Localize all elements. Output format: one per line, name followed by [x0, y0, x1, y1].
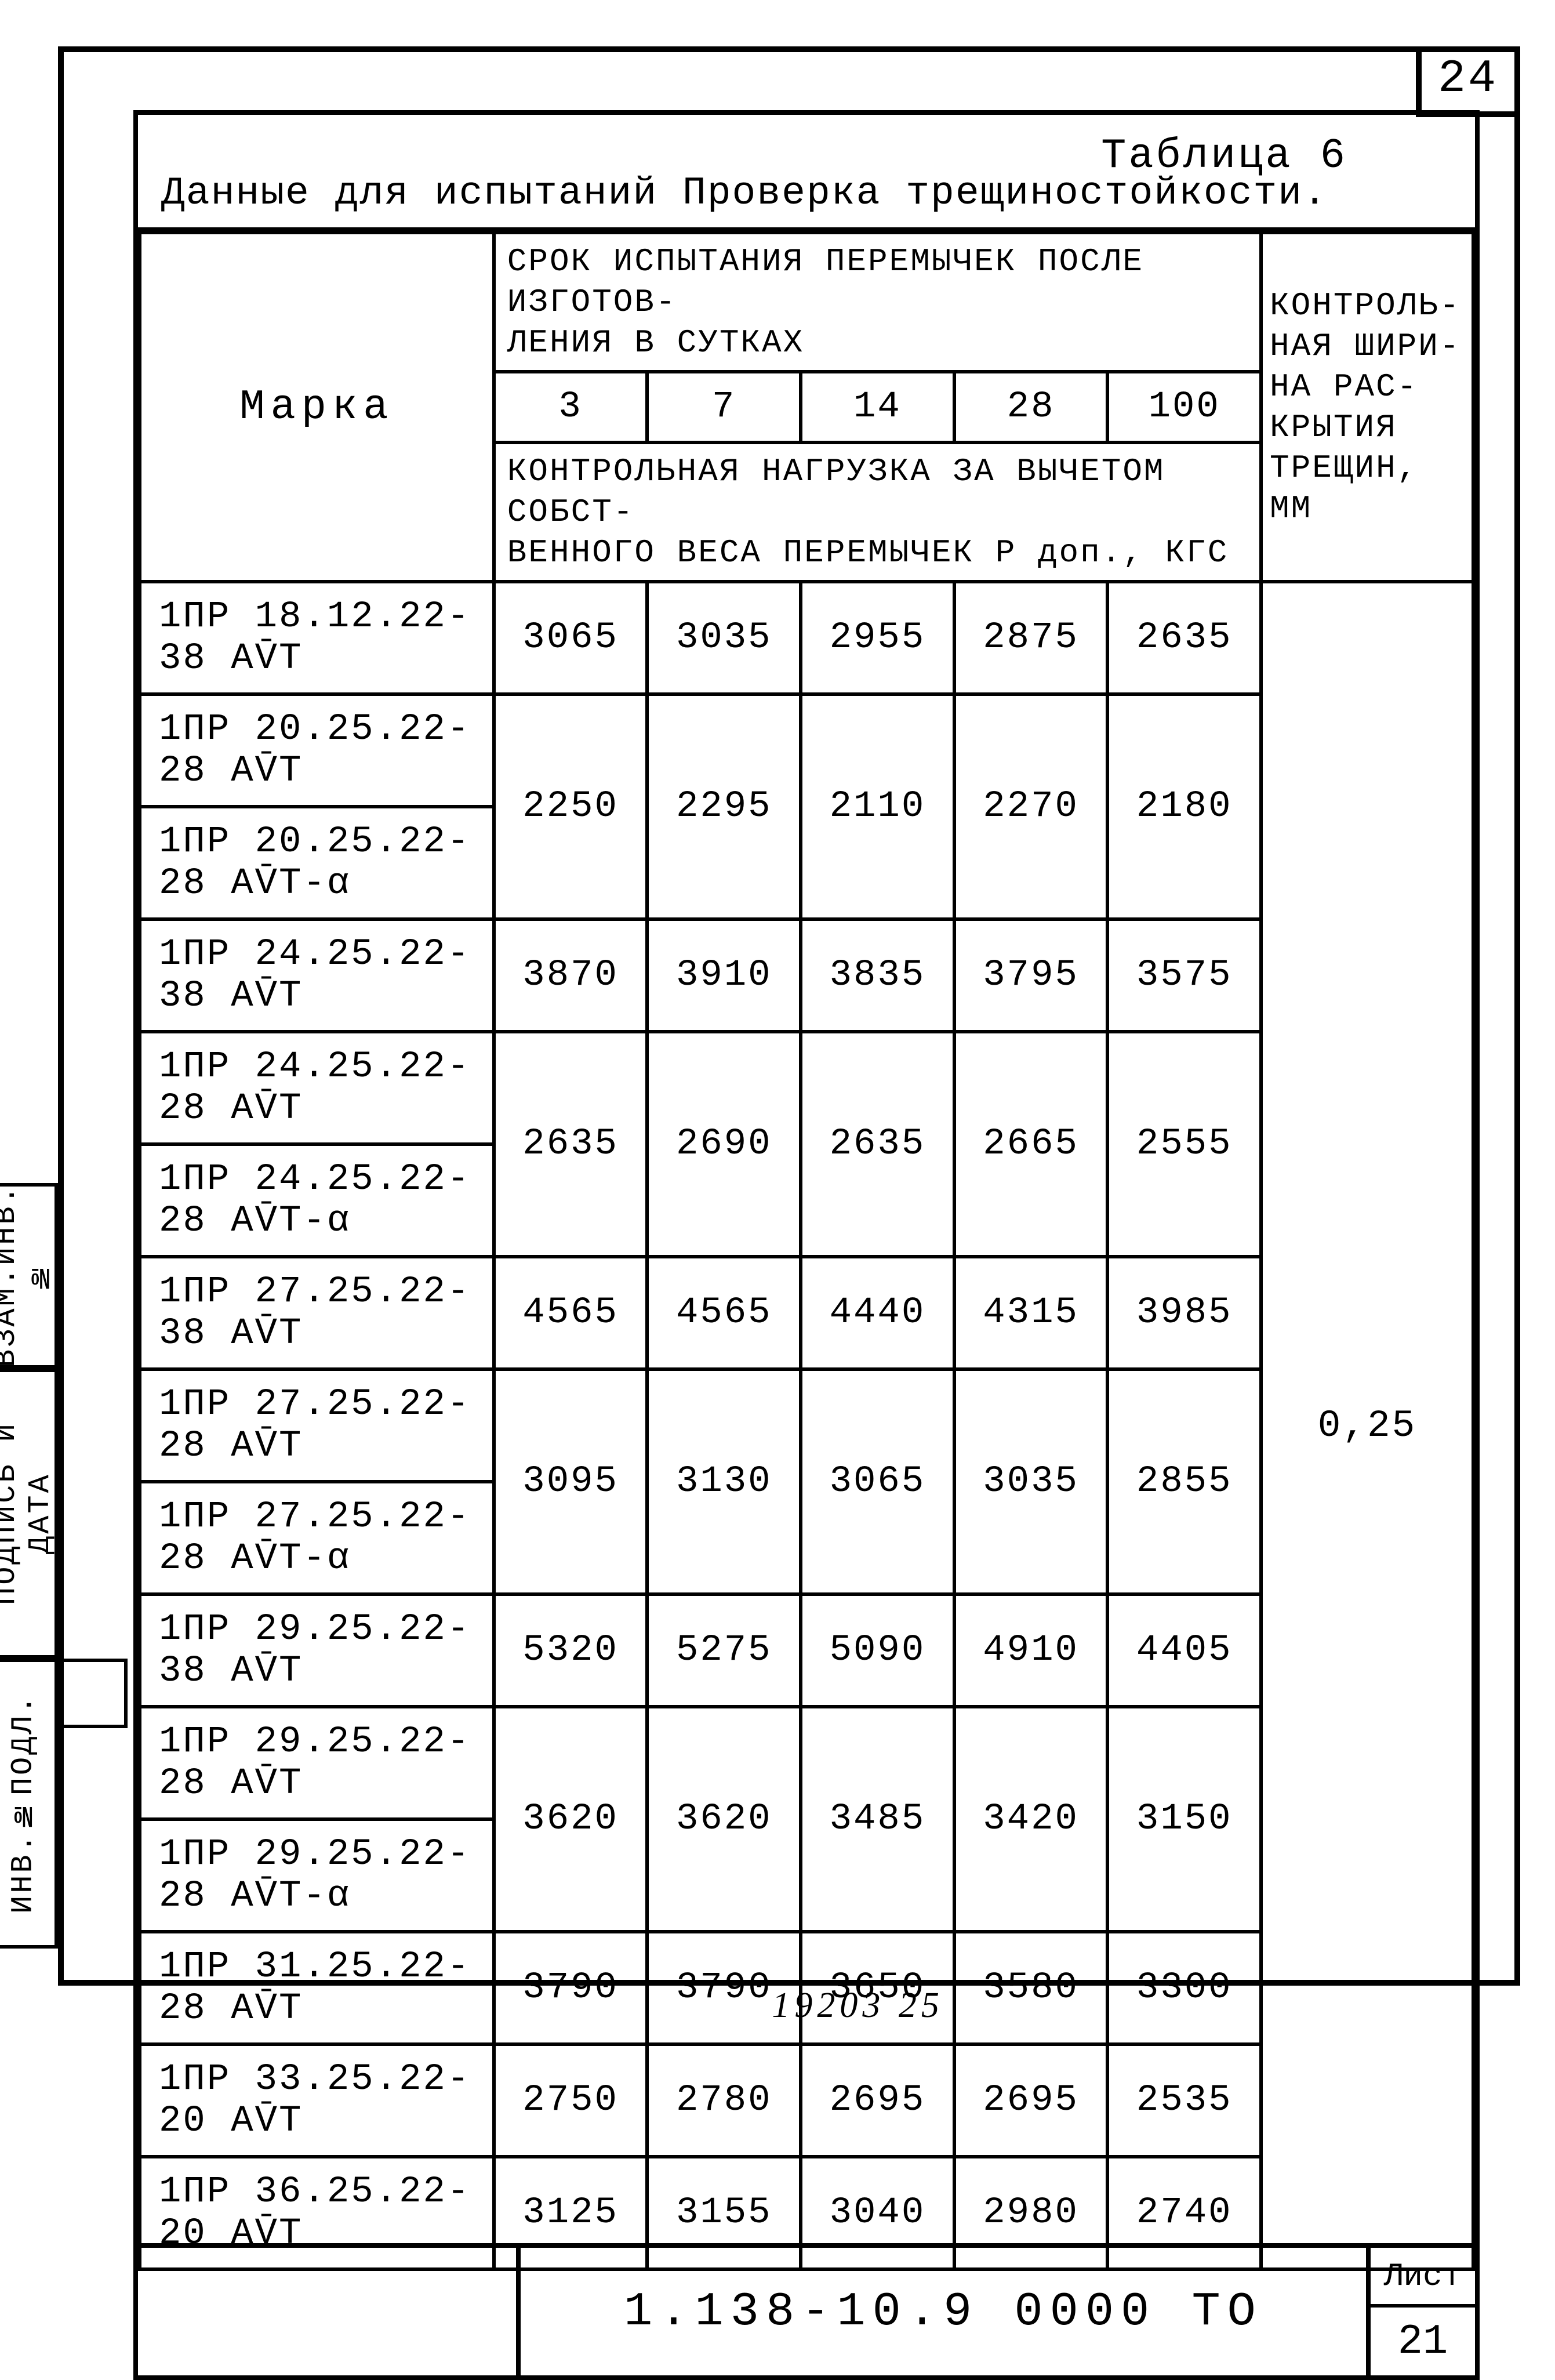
marka-cell: 1ПР 24.25.22-38 АV̄Т: [140, 919, 494, 1032]
value-cell: 2110: [801, 694, 954, 919]
value-cell: 3150: [1107, 1707, 1261, 1932]
marka-cell: 1ПР 31.25.22-28 АV̄Т: [140, 1932, 494, 2044]
value-cell: 3130: [647, 1369, 801, 1594]
value-cell: 2855: [1107, 1369, 1261, 1594]
value-cell: 4565: [647, 1257, 801, 1369]
marka-cell: 1ПР 27.25.22-28 АV̄Т: [140, 1369, 494, 1482]
value-cell: 4910: [954, 1594, 1108, 1707]
header-day-28: 28: [954, 372, 1108, 442]
footer-note: 19203 25: [772, 1985, 944, 2026]
value-cell: 2665: [954, 1032, 1108, 1257]
value-cell: 4315: [954, 1257, 1108, 1369]
value-cell: 3985: [1107, 1257, 1261, 1369]
value-cell: 2955: [801, 582, 954, 694]
header-day-100: 100: [1107, 372, 1261, 442]
value-cell: 3065: [801, 1369, 954, 1594]
header-load: КОНТРОЛЬНАЯ НАГРУЗКА ЗА ВЫЧЕТОМ СОБСТ- В…: [494, 442, 1261, 582]
value-cell: 2270: [954, 694, 1108, 919]
outer-frame: 24 Таблица 6 Данные для испытаний Провер…: [58, 46, 1520, 1986]
table-row: 1ПР 18.12.22-38 АV̄Т30653035295528752635…: [140, 582, 1473, 694]
marka-cell: 1ПР 27.25.22-38 АV̄Т: [140, 1257, 494, 1369]
marka-cell: 1ПР 24.25.22-28 АV̄Т-α: [140, 1144, 494, 1257]
value-cell: 3790: [494, 1932, 648, 2044]
marka-cell: 1ПР 18.12.22-38 АV̄Т: [140, 582, 494, 694]
value-cell: 5090: [801, 1594, 954, 1707]
title-block-empty: [138, 2248, 521, 2375]
header-marka: Марка: [140, 233, 494, 582]
value-cell: 2635: [494, 1032, 648, 1257]
value-cell: 3910: [647, 919, 801, 1032]
sheet-number: 21: [1371, 2308, 1475, 2375]
value-cell: 3580: [954, 1932, 1108, 2044]
value-cell: 2635: [1107, 582, 1261, 694]
value-cell: 3620: [647, 1707, 801, 1932]
content-block: Таблица 6 Данные для испытаний Проверка …: [133, 110, 1480, 2380]
side-label-podpis-text: ПОДПИСЬ И ДАТА: [0, 1372, 55, 1655]
value-cell: 2695: [954, 2044, 1108, 2157]
value-cell: 3035: [954, 1369, 1108, 1594]
page-number-top: 24: [1416, 48, 1514, 117]
value-cell: 4405: [1107, 1594, 1261, 1707]
value-cell: 3065: [494, 582, 648, 694]
marka-cell: 1ПР 33.25.22-20 АV̄Т: [140, 2044, 494, 2157]
data-table: Марка СРОК ИСПЫТАНИЯ ПЕРЕМЫЧЕК ПОСЛЕ ИЗГ…: [138, 231, 1475, 2271]
side-label-vzam-text: ВЗАМ.ИНВ.№: [0, 1187, 55, 1365]
value-cell: 3795: [954, 919, 1108, 1032]
marka-cell: 1ПР 24.25.22-28 АV̄Т: [140, 1032, 494, 1144]
side-label-inv-text: ИНВ.№ПОДЛ.: [0, 1662, 55, 1945]
header-day-3: 3: [494, 372, 648, 442]
sheet-column: Лист 21: [1371, 2248, 1475, 2375]
value-cell: 2535: [1107, 2044, 1261, 2157]
crack-width-cell: 0,25: [1261, 582, 1473, 2269]
header-crack: КОНТРОЛЬ- НАЯ ШИРИ- НА РАС- КРЫТИЯ ТРЕЩИ…: [1261, 233, 1473, 582]
document-code: 1.138-10.9 0000 ТО: [521, 2248, 1371, 2375]
value-cell: 3300: [1107, 1932, 1261, 2044]
value-cell: 3420: [954, 1707, 1108, 1932]
value-cell: 2780: [647, 2044, 801, 2157]
value-cell: 3835: [801, 919, 954, 1032]
value-cell: 2295: [647, 694, 801, 919]
side-label-podpis: ПОДПИСЬ И ДАТА: [0, 1369, 58, 1659]
value-cell: 5275: [647, 1594, 801, 1707]
value-cell: 3575: [1107, 919, 1261, 1032]
value-cell: 4440: [801, 1257, 954, 1369]
value-cell: 2180: [1107, 694, 1261, 919]
side-label-vzam: ВЗАМ.ИНВ.№: [0, 1183, 58, 1369]
value-cell: 4565: [494, 1257, 648, 1369]
marka-cell: 1ПР 29.25.22-38 АV̄Т: [140, 1594, 494, 1707]
value-cell: 3095: [494, 1369, 648, 1594]
value-cell: 2690: [647, 1032, 801, 1257]
sheet-label: Лист: [1371, 2248, 1475, 2308]
marka-cell: 1ПР 20.25.22-28 АV̄Т-α: [140, 807, 494, 919]
value-cell: 2555: [1107, 1032, 1261, 1257]
marka-cell: 1ПР 29.25.22-28 АV̄Т-α: [140, 1819, 494, 1932]
value-cell: 3870: [494, 919, 648, 1032]
table-caption: Данные для испытаний Проверка трещиносто…: [161, 171, 1328, 216]
value-cell: 3620: [494, 1707, 648, 1932]
title-block: 1.138-10.9 0000 ТО Лист 21: [138, 2243, 1475, 2375]
value-cell: 2635: [801, 1032, 954, 1257]
marka-cell: 1ПР 20.25.22-28 АV̄Т: [140, 694, 494, 807]
marka-cell: 1ПР 29.25.22-28 АV̄Т: [140, 1707, 494, 1819]
value-cell: 5320: [494, 1594, 648, 1707]
table-head: Марка СРОК ИСПЫТАНИЯ ПЕРЕМЫЧЕК ПОСЛЕ ИЗГ…: [140, 233, 1473, 582]
value-cell: 2875: [954, 582, 1108, 694]
marka-cell: 1ПР 27.25.22-28 АV̄Т-α: [140, 1482, 494, 1594]
value-cell: 2695: [801, 2044, 954, 2157]
table-title-area: Таблица 6 Данные для испытаний Проверка …: [138, 115, 1475, 231]
side-label-inv: ИНВ.№ПОДЛ.: [0, 1659, 58, 1949]
header-period: СРОК ИСПЫТАНИЯ ПЕРЕМЫЧЕК ПОСЛЕ ИЗГОТОВ- …: [494, 233, 1261, 372]
value-cell: 3485: [801, 1707, 954, 1932]
value-cell: 2250: [494, 694, 648, 919]
value-cell: 3035: [647, 582, 801, 694]
header-day-14: 14: [801, 372, 954, 442]
header-day-7: 7: [647, 372, 801, 442]
value-cell: 2750: [494, 2044, 648, 2157]
